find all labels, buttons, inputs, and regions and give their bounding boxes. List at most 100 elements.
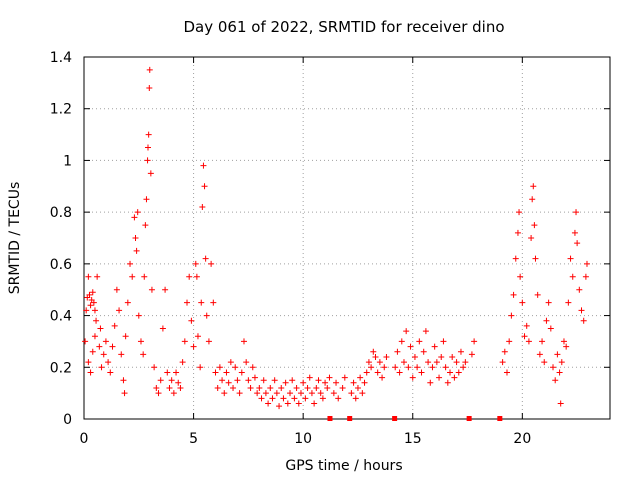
- data-point: [89, 289, 96, 296]
- data-point: [90, 299, 97, 306]
- data-point: [574, 240, 581, 247]
- data-point: [230, 384, 237, 391]
- data-point: [525, 338, 532, 345]
- data-point: [151, 364, 158, 371]
- data-point: [289, 377, 296, 384]
- data-point: [440, 338, 447, 345]
- data-point: [335, 395, 342, 402]
- data-point: [198, 299, 205, 306]
- x-tick-label: 15: [404, 431, 422, 447]
- data-point: [144, 157, 151, 164]
- data-point: [444, 379, 451, 386]
- data-point: [120, 377, 127, 384]
- data-point: [254, 390, 261, 397]
- data-point: [460, 364, 467, 371]
- data-point: [539, 338, 546, 345]
- y-tick-label: 0.4: [50, 309, 72, 325]
- data-point: [521, 333, 528, 340]
- data-point: [514, 229, 521, 236]
- data-point: [501, 348, 508, 355]
- x-tick-label: 20: [513, 431, 531, 447]
- data-point: [236, 390, 243, 397]
- data-point: [407, 343, 414, 350]
- data-point: [153, 384, 160, 391]
- data-point: [179, 359, 186, 366]
- data-point: [181, 338, 188, 345]
- data-point: [420, 348, 427, 355]
- data-point: [238, 369, 245, 376]
- data-point: [372, 353, 379, 360]
- data-point: [308, 390, 315, 397]
- data-point: [300, 379, 307, 386]
- data-point: [271, 377, 278, 384]
- data-point: [295, 400, 302, 407]
- data-point: [282, 379, 289, 386]
- y-tick-label: 0.6: [50, 257, 72, 273]
- data-point: [499, 359, 506, 366]
- gap-marker: [347, 416, 353, 421]
- data-point: [234, 377, 241, 384]
- data-point: [133, 247, 140, 254]
- data-point: [313, 384, 320, 391]
- data-point: [339, 384, 346, 391]
- data-point: [129, 273, 136, 280]
- data-point: [184, 299, 191, 306]
- data-point: [583, 260, 590, 267]
- data-point: [97, 325, 104, 332]
- data-point: [512, 255, 519, 262]
- data-point: [173, 369, 180, 376]
- data-point: [177, 384, 184, 391]
- y-tick-label: 0.2: [50, 360, 72, 376]
- data-point: [376, 359, 383, 366]
- data-point: [291, 395, 298, 402]
- data-point: [94, 273, 101, 280]
- data-point: [86, 291, 93, 298]
- data-point: [569, 273, 576, 280]
- data-point: [550, 364, 557, 371]
- data-point: [203, 312, 210, 319]
- data-point: [374, 369, 381, 376]
- data-point: [326, 374, 333, 381]
- data-point: [468, 351, 475, 358]
- data-point: [411, 353, 418, 360]
- gap-marker: [392, 416, 398, 421]
- data-point: [455, 369, 462, 376]
- data-point: [442, 364, 449, 371]
- data-point: [197, 364, 204, 371]
- data-point: [381, 364, 388, 371]
- data-point: [105, 359, 112, 366]
- data-point: [368, 364, 375, 371]
- x-tick-label: 0: [80, 431, 89, 447]
- data-point: [304, 384, 311, 391]
- y-tick-label: 0: [63, 412, 72, 428]
- data-point: [433, 359, 440, 366]
- data-point: [350, 379, 357, 386]
- y-axis-tick-labels: 0 0.2 0.4 0.6 0.8 1 1.2 1.4: [50, 50, 72, 428]
- data-point: [82, 338, 89, 345]
- data-point: [516, 209, 523, 216]
- data-point: [503, 369, 510, 376]
- data-point: [192, 260, 199, 267]
- data-point: [324, 384, 331, 391]
- data-point: [146, 66, 153, 73]
- data-point: [201, 183, 208, 190]
- data-point: [269, 395, 276, 402]
- data-point: [265, 400, 272, 407]
- gap-marker: [497, 416, 503, 421]
- data-point: [118, 351, 125, 358]
- grid-lines: [84, 57, 610, 419]
- data-point: [547, 325, 554, 332]
- data-point: [245, 377, 252, 384]
- data-point: [571, 229, 578, 236]
- data-point: [530, 183, 537, 190]
- gap-markers: [327, 416, 503, 421]
- data-point: [251, 374, 258, 381]
- data-point: [175, 379, 182, 386]
- data-point: [414, 364, 421, 371]
- data-point: [519, 299, 526, 306]
- data-point: [166, 384, 173, 391]
- data-point: [221, 390, 228, 397]
- data-point: [554, 351, 561, 358]
- data-point: [256, 384, 263, 391]
